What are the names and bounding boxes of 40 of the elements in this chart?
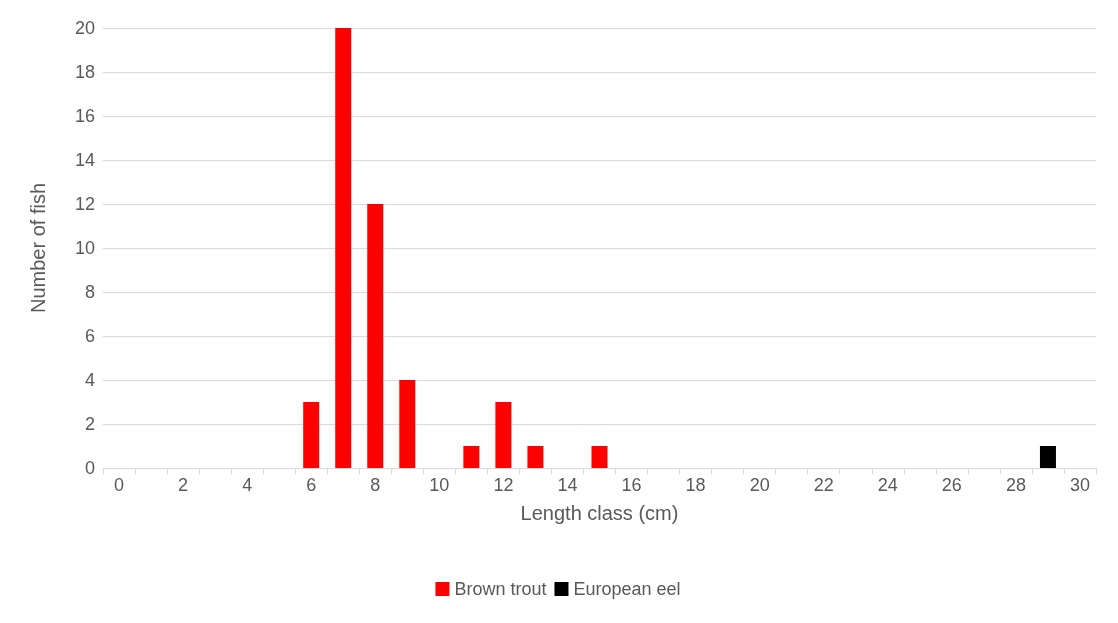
y-tick-label: 8	[84, 282, 95, 302]
legend-label: Brown trout	[454, 579, 547, 599]
x-tick-label: 22	[813, 475, 834, 495]
bar	[527, 446, 544, 468]
y-tick-label: 4	[84, 370, 95, 390]
y-tick-label: 16	[74, 106, 95, 126]
y-tick-label: 12	[74, 194, 95, 214]
x-axis-title: Length class (cm)	[520, 502, 679, 524]
x-tick-label: 18	[685, 475, 706, 495]
y-axis-title: Number of fish	[27, 182, 49, 314]
y-tick-label: 6	[84, 326, 95, 346]
x-tick-label: 28	[1005, 475, 1026, 495]
y-tick-label: 18	[74, 62, 95, 82]
bar	[591, 446, 608, 468]
bar	[367, 204, 384, 468]
y-tick-label: 10	[74, 238, 95, 258]
x-tick-label: 20	[749, 475, 770, 495]
x-tick-label: 10	[429, 475, 450, 495]
bar	[399, 380, 416, 468]
x-tick-label: 0	[114, 475, 125, 495]
x-tick-label: 4	[242, 475, 253, 495]
x-tick-label: 12	[493, 475, 514, 495]
y-tick-label: 20	[74, 18, 95, 38]
bar	[303, 402, 320, 468]
x-tick-label: 26	[941, 475, 962, 495]
x-tick-label: 2	[178, 475, 189, 495]
y-tick-label: 0	[84, 458, 95, 478]
y-tick-label: 2	[84, 414, 95, 434]
x-tick-label: 6	[306, 475, 317, 495]
bar	[1039, 446, 1056, 468]
bar	[335, 28, 352, 468]
x-tick-label: 30	[1069, 475, 1090, 495]
x-tick-label: 16	[621, 475, 642, 495]
bar	[463, 446, 480, 468]
bar	[495, 402, 512, 468]
legend-label: European eel	[573, 579, 681, 599]
y-tick-label: 14	[74, 150, 95, 170]
x-tick-label: 24	[877, 475, 898, 495]
x-tick-label: 14	[557, 475, 578, 495]
x-tick-label: 8	[370, 475, 381, 495]
